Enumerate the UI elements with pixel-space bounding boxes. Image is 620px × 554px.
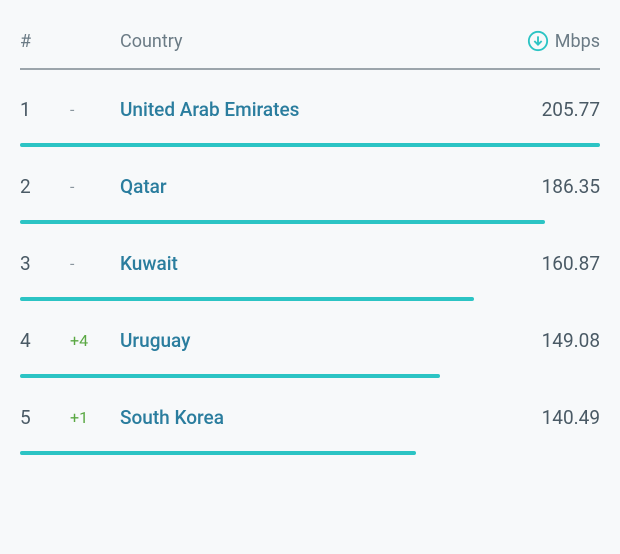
rank-value: 5 bbox=[20, 406, 70, 429]
table-row-content: 3-Kuwait160.87 bbox=[20, 252, 600, 297]
table-row-content: 2-Qatar186.35 bbox=[20, 175, 600, 220]
country-link[interactable]: Uruguay bbox=[120, 329, 542, 352]
speed-bar-fill bbox=[20, 374, 440, 378]
rank-value: 4 bbox=[20, 329, 70, 352]
speed-bar-fill bbox=[20, 451, 416, 455]
country-link[interactable]: Qatar bbox=[120, 175, 542, 198]
mbps-value: 186.35 bbox=[542, 175, 600, 198]
table-row: 5+1South Korea140.49 bbox=[20, 378, 600, 455]
mbps-value: 149.08 bbox=[542, 329, 600, 352]
table-row: 1-United Arab Emirates205.77 bbox=[20, 70, 600, 147]
rank-value: 2 bbox=[20, 175, 70, 198]
speed-bar-track bbox=[20, 143, 600, 147]
rank-change: - bbox=[70, 100, 120, 119]
table-row: 3-Kuwait160.87 bbox=[20, 224, 600, 301]
speed-bar-fill bbox=[20, 220, 545, 224]
rank-value: 1 bbox=[20, 98, 70, 121]
speed-bar-fill bbox=[20, 297, 474, 301]
mbps-value: 205.77 bbox=[542, 98, 600, 121]
speed-bar-track bbox=[20, 220, 600, 224]
rank-change: - bbox=[70, 177, 120, 196]
rank-change: - bbox=[70, 254, 120, 273]
table-body: 1-United Arab Emirates205.772-Qatar186.3… bbox=[20, 70, 600, 455]
table-row-content: 5+1South Korea140.49 bbox=[20, 406, 600, 451]
rank-change: +1 bbox=[70, 408, 120, 427]
table-row: 2-Qatar186.35 bbox=[20, 147, 600, 224]
country-link[interactable]: Kuwait bbox=[120, 252, 542, 275]
table-row-content: 1-United Arab Emirates205.77 bbox=[20, 98, 600, 143]
download-icon bbox=[527, 30, 549, 52]
header-country: Country bbox=[120, 31, 527, 52]
speed-bar-track bbox=[20, 374, 600, 378]
header-rank: # bbox=[20, 31, 70, 52]
speed-bar-track bbox=[20, 451, 600, 455]
header-mbps-label: Mbps bbox=[555, 31, 600, 52]
header-mbps[interactable]: Mbps bbox=[527, 30, 600, 52]
rank-change: +4 bbox=[70, 331, 120, 350]
mbps-value: 160.87 bbox=[542, 252, 600, 275]
table-row-content: 4+4Uruguay149.08 bbox=[20, 329, 600, 374]
rank-value: 3 bbox=[20, 252, 70, 275]
country-link[interactable]: South Korea bbox=[120, 406, 542, 429]
table-header-row: # Country Mbps bbox=[20, 18, 600, 70]
table-row: 4+4Uruguay149.08 bbox=[20, 301, 600, 378]
speed-bar-fill bbox=[20, 143, 600, 147]
speed-ranking-table: # Country Mbps 1-United Arab Emirates205… bbox=[20, 18, 600, 455]
mbps-value: 140.49 bbox=[542, 406, 600, 429]
speed-bar-track bbox=[20, 297, 600, 301]
country-link[interactable]: United Arab Emirates bbox=[120, 98, 542, 121]
